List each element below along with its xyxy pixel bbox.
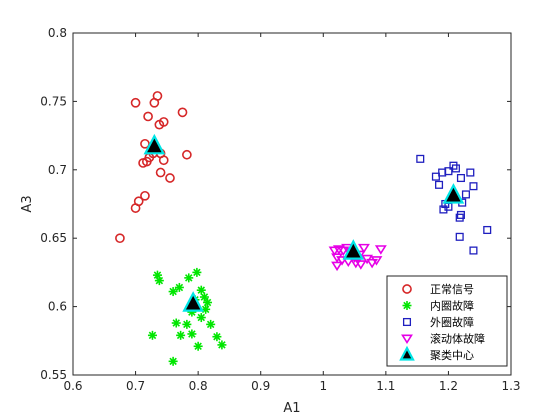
data-point xyxy=(332,245,345,255)
x-tick-label: 0.7 xyxy=(126,379,145,393)
data-point xyxy=(354,260,367,270)
data-point xyxy=(168,287,178,297)
data-point xyxy=(451,164,460,173)
series-triangle-down xyxy=(328,243,387,272)
data-point xyxy=(182,319,192,329)
legend-label: 内圈故障 xyxy=(430,299,474,313)
data-point xyxy=(176,330,186,340)
series-triangle-up xyxy=(143,133,465,312)
y-tick-label: 0.8 xyxy=(48,26,67,40)
data-point xyxy=(155,167,166,178)
data-point xyxy=(442,183,465,204)
y-axis-ticks: 0.55 0.6 0.65 0.7 0.75 0.8 xyxy=(40,26,511,382)
data-point xyxy=(140,190,150,201)
data-point xyxy=(168,356,178,366)
x-tick-label: 0.6 xyxy=(63,379,82,393)
data-point xyxy=(158,155,169,166)
y-tick-label: 0.6 xyxy=(48,300,67,314)
data-point xyxy=(416,154,425,163)
data-point xyxy=(133,196,144,207)
data-point xyxy=(143,133,166,155)
data-point xyxy=(342,239,365,260)
x-tick-label: 1.2 xyxy=(439,379,458,393)
data-point xyxy=(182,291,204,312)
x-tick-label: 0.9 xyxy=(251,379,270,393)
data-point xyxy=(196,285,206,295)
legend-label: 正常信号 xyxy=(430,283,474,296)
data-point xyxy=(483,225,492,235)
x-axis-label: A1 xyxy=(283,401,300,416)
data-point xyxy=(374,245,387,255)
data-point xyxy=(370,256,383,266)
y-tick-label: 0.65 xyxy=(40,231,67,245)
data-point xyxy=(196,313,206,323)
data-point xyxy=(444,167,453,176)
y-axis-label: A3 xyxy=(20,195,35,212)
data-point xyxy=(177,107,188,118)
data-point xyxy=(158,117,169,127)
legend-marker xyxy=(402,317,412,327)
data-point xyxy=(143,111,153,122)
y-tick-label: 0.7 xyxy=(48,163,67,177)
data-point xyxy=(140,138,150,149)
data-point xyxy=(456,173,465,183)
data-point xyxy=(455,213,464,222)
legend-label: 外圈故障 xyxy=(430,315,474,329)
legend-marker xyxy=(399,345,415,361)
legend-marker xyxy=(401,334,413,345)
x-axis-ticks: 0.6 0.7 0.8 0.9 1 1.1 1.2 1.3 xyxy=(63,33,521,393)
data-point xyxy=(212,332,222,342)
data-point xyxy=(331,253,343,263)
data-point xyxy=(147,330,157,340)
legend-label: 滚动体故障 xyxy=(430,332,485,346)
data-point xyxy=(115,233,125,244)
data-point xyxy=(366,258,379,269)
legend-marker xyxy=(402,301,412,310)
x-tick-label: 1.3 xyxy=(501,379,520,393)
data-point xyxy=(206,319,216,329)
data-point xyxy=(154,276,164,286)
data-point xyxy=(165,173,175,183)
data-point xyxy=(130,97,141,108)
data-point xyxy=(192,267,202,277)
data-point xyxy=(203,297,213,307)
data-point xyxy=(331,261,343,272)
data-point xyxy=(152,91,163,101)
data-point xyxy=(138,158,148,168)
series-asterisk xyxy=(147,267,227,366)
data-point xyxy=(455,232,464,241)
y-tick-label: 0.55 xyxy=(40,368,67,382)
legend-marker xyxy=(402,284,412,294)
data-point xyxy=(431,172,440,181)
data-point xyxy=(174,282,184,292)
data-point xyxy=(358,243,370,254)
data-point xyxy=(182,149,192,160)
data-point xyxy=(469,182,478,191)
data-point xyxy=(171,318,181,328)
data-point xyxy=(184,273,194,283)
data-point xyxy=(217,340,227,350)
x-tick-label: 1.1 xyxy=(376,379,395,393)
x-tick-label: 0.8 xyxy=(189,379,208,393)
y-tick-label: 0.75 xyxy=(40,94,67,108)
legend-label: 聚类中心 xyxy=(430,348,474,362)
x-tick-label: 1 xyxy=(319,379,327,393)
data-point xyxy=(193,341,203,351)
data-point xyxy=(435,180,444,189)
data-point xyxy=(469,246,478,255)
data-points xyxy=(115,91,492,366)
data-point xyxy=(466,168,475,177)
data-point xyxy=(187,329,197,339)
data-point xyxy=(461,190,470,199)
data-point xyxy=(337,246,350,257)
